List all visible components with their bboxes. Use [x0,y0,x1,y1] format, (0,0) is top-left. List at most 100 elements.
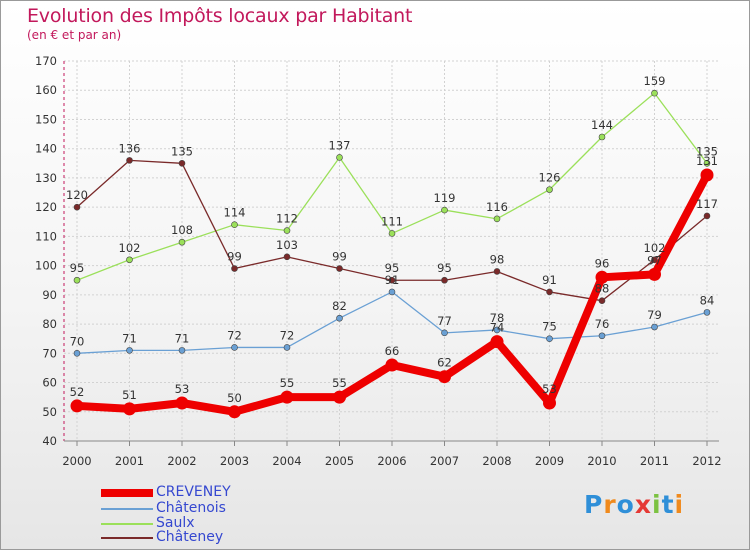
data-point-saulx [546,186,553,193]
y-tick-label: 160 [35,83,57,97]
data-point-creveney [280,390,294,404]
data-label-saulx: 95 [70,261,85,275]
data-point-creveney [228,405,241,419]
data-point-saulx [336,154,343,161]
legend-label-saulx: Saulx [156,515,195,531]
y-tick-label: 130 [35,171,57,185]
data-label-chateney: 99 [332,250,347,264]
data-point-saulx [441,206,448,214]
data-label-creveney: 66 [385,344,400,358]
grid-layer [64,60,719,442]
data-point-saulx [231,221,238,228]
data-label-chateney: 91 [542,273,557,287]
data-point-saulx [126,256,133,264]
y-tick-label: 60 [42,376,57,390]
x-tick-label: 2005 [325,454,354,468]
data-label-chateney: 99 [227,250,242,264]
data-label-chatenois: 78 [490,311,505,325]
legend-item-chateney: Châteney [101,529,341,546]
data-point-chateney [283,253,291,261]
y-tick-label: 170 [35,54,57,68]
chart-title: Evolution des Impôts locaux par Habitant [27,5,413,27]
data-label-creveney: 53 [542,382,557,396]
data-label-chatenois: 71 [175,331,190,345]
x-tick-label: 2000 [62,454,91,468]
data-label-saulx: 159 [644,74,666,88]
data-label-creveney: 53 [175,382,190,396]
data-point-creveney [490,335,504,349]
data-label-creveney: 62 [437,356,452,370]
data-point-chateney [231,265,238,272]
data-point-creveney [595,270,609,284]
y-tick-label: 100 [35,259,57,273]
x-tick-label: 2004 [272,454,301,468]
data-label-saulx: 135 [696,144,718,158]
data-label-creveney: 51 [122,388,137,402]
data-label-chatenois: 71 [122,331,137,345]
logo-letter: P [584,490,604,519]
data-label-chateney: 135 [171,144,193,158]
legend-label-chatenois: Châtenois [156,500,226,516]
data-label-chateney: 117 [696,197,718,211]
data-label-saulx: 126 [539,171,561,185]
data-label-chatenois: 70 [70,334,85,348]
data-label-creveney: 50 [227,391,242,405]
data-label-chatenois: 75 [542,320,557,334]
data-label-chateney: 88 [595,282,610,296]
data-point-chatenois [493,326,501,334]
y-tick-label: 120 [35,200,57,214]
data-label-saulx: 119 [434,191,456,205]
data-point-chatenois [231,344,238,351]
data-point-chatenois [388,288,396,296]
data-label-creveney: 55 [332,376,347,390]
data-point-creveney [700,168,714,182]
data-label-creveney: 55 [280,376,295,390]
y-tick-label: 150 [35,112,57,126]
data-label-chatenois: 91 [385,273,400,287]
data-label-creveney: 96 [595,256,610,270]
data-point-creveney [648,267,661,281]
x-tick-label: 2009 [535,454,564,468]
data-point-creveney [333,390,346,404]
logo-letter: i [652,490,662,519]
data-point-chatenois [598,332,606,340]
data-point-creveney [543,396,556,410]
y-tick-label: 50 [42,405,57,419]
data-label-saulx: 144 [591,118,613,132]
x-tick-label: 2007 [430,454,459,468]
data-label-chateney: 102 [644,241,666,255]
legend-item-chatenois: Châtenois [101,500,341,517]
data-label-creveney: 74 [490,321,505,335]
data-label-chatenois: 72 [227,328,242,342]
data-label-chateney: 120 [66,188,88,202]
data-point-chatenois [178,347,186,354]
data-point-saulx [703,160,711,167]
data-label-chateney: 95 [385,261,400,275]
data-label-creveney: 97 [647,253,662,267]
data-label-saulx: 114 [224,206,246,220]
x-tick-label: 2001 [115,454,144,468]
data-point-chatenois [336,314,343,322]
data-point-chateney [126,157,133,164]
data-point-chatenois [703,309,711,316]
data-label-chateney: 103 [276,238,298,252]
data-point-chateney [651,256,658,264]
legend-item-saulx: Saulx [101,515,341,532]
data-point-chateney [703,212,711,220]
legend-swatch-saulx [101,523,153,525]
data-label-chateney: 136 [119,141,141,155]
y-tick-label: 90 [42,288,57,302]
x-tick-label: 2008 [482,454,511,468]
data-point-saulx [178,238,186,246]
x-tick-label: 2011 [640,454,669,468]
x-tick-label: 2010 [587,454,616,468]
data-point-chateney [598,297,606,304]
data-point-saulx [493,215,501,223]
y-tick-label: 110 [35,229,57,243]
logo-letter: r [603,490,617,519]
y-tick-label: 140 [35,142,57,156]
data-label-saulx: 116 [486,200,508,214]
x-tick-label: 2003 [220,454,249,468]
x-tick-label: 2012 [692,454,721,468]
data-point-chateney [178,160,186,167]
